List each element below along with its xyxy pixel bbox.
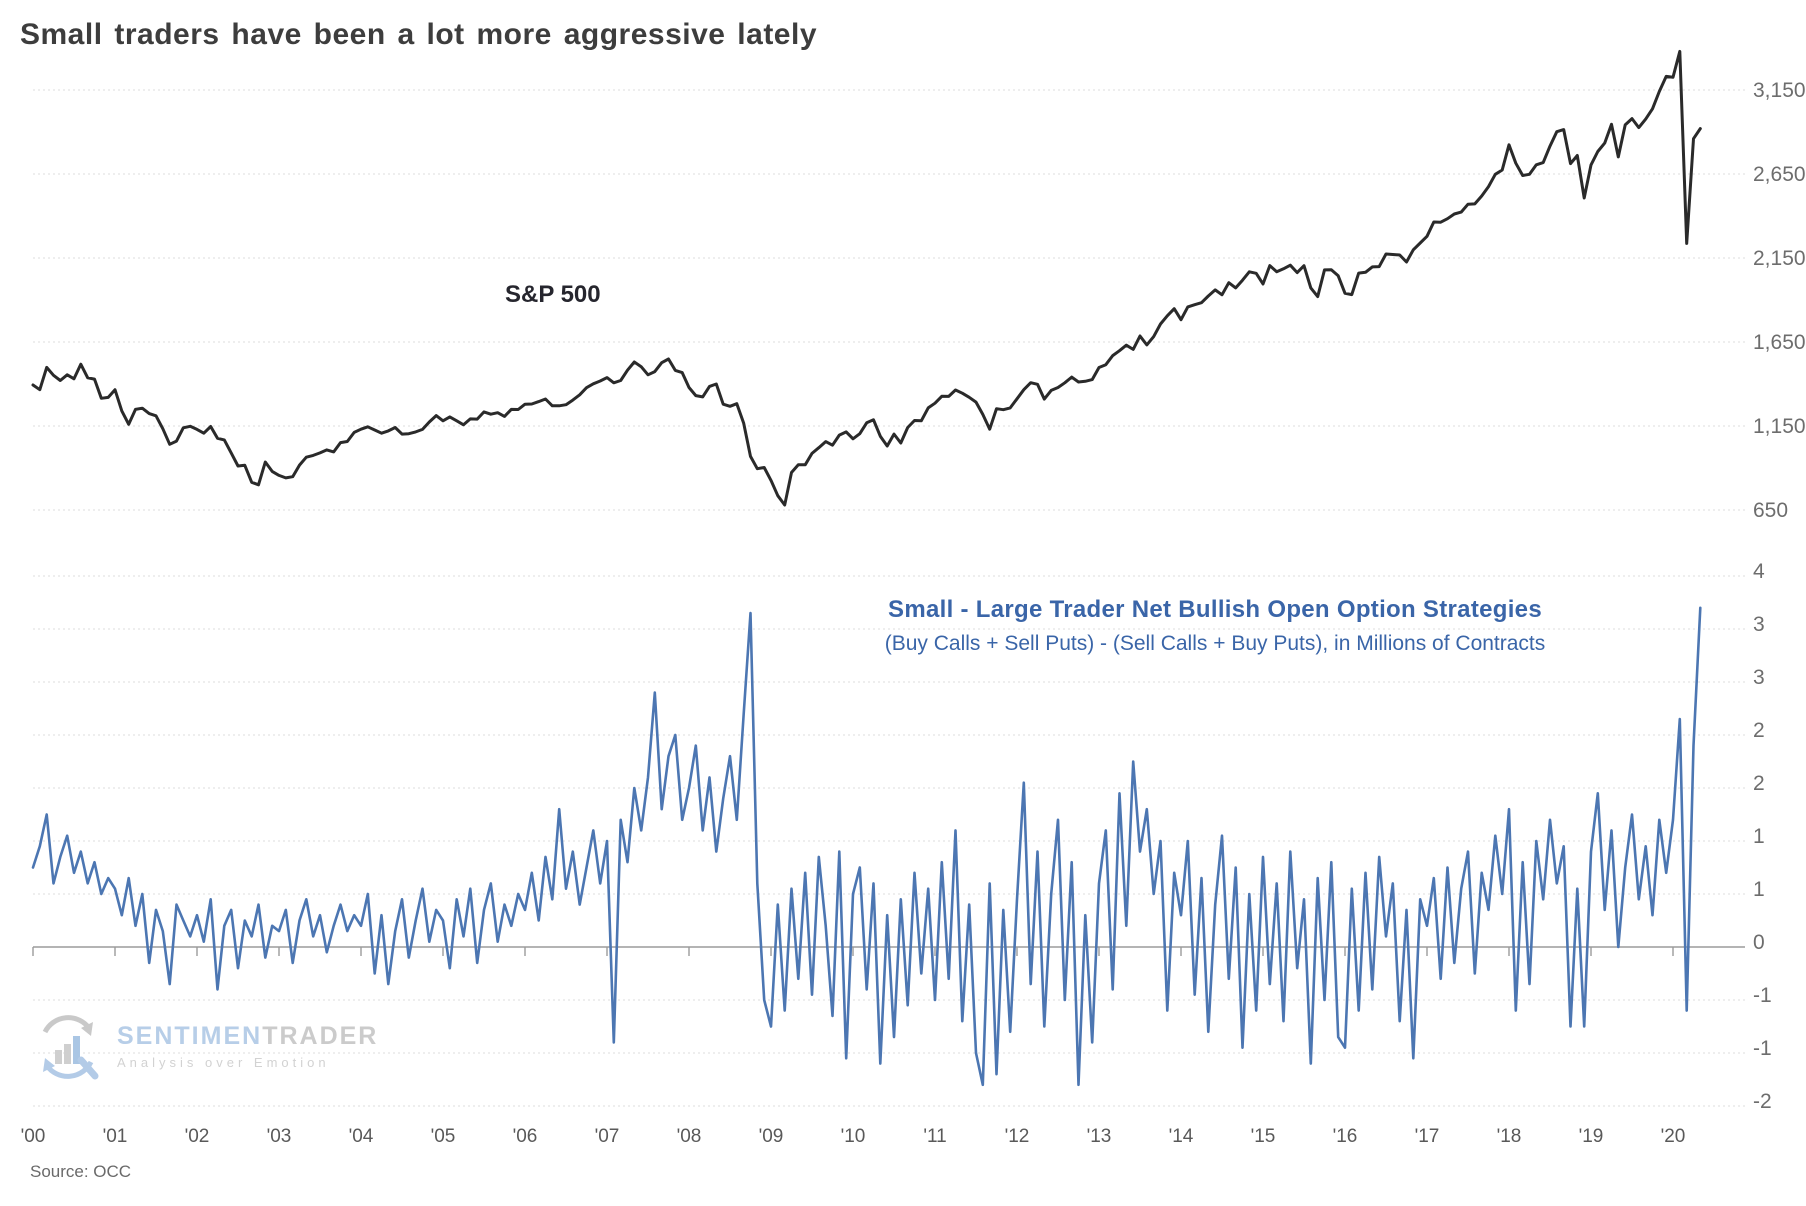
y-axis-tick-label-top: 2,650 — [1753, 163, 1806, 186]
x-axis-tick-label: '16 — [1333, 1126, 1358, 1147]
x-axis-tick-label: '19 — [1579, 1126, 1604, 1147]
x-axis-tick-label: '05 — [431, 1126, 456, 1147]
sp500-series-label: S&P 500 — [505, 281, 601, 308]
x-axis-tick-label: '14 — [1169, 1126, 1194, 1147]
x-axis-tick-label: '06 — [513, 1126, 538, 1147]
source-note: Source: OCC — [30, 1162, 132, 1181]
x-axis-tick-label: '13 — [1087, 1126, 1112, 1147]
y-axis-tick-label-bottom: -2 — [1753, 1090, 1772, 1113]
y-axis-tick-label-top: 1,650 — [1753, 331, 1806, 354]
y-axis-tick-label-top: 2,150 — [1753, 247, 1806, 270]
x-axis-tick-label: '02 — [185, 1126, 210, 1147]
indicator-subtitle: (Buy Calls + Sell Puts) - (Sell Calls + … — [884, 632, 1546, 655]
indicator-title-block: Small - Large Trader Net Bullish Open Op… — [790, 596, 1640, 656]
x-axis-tick-label: '08 — [677, 1126, 702, 1147]
y-axis-tick-label-bottom: 2 — [1753, 772, 1765, 795]
x-axis-tick-label: '17 — [1415, 1126, 1440, 1147]
x-axis-tick-label: '11 — [923, 1126, 946, 1147]
y-axis-tick-label-bottom: 1 — [1753, 878, 1765, 901]
y-axis-tick-label-bottom: 1 — [1753, 825, 1765, 848]
x-axis-tick-label: '03 — [267, 1126, 292, 1147]
x-axis-tick-label: '07 — [595, 1126, 620, 1147]
y-axis-tick-label-bottom: 2 — [1753, 719, 1765, 742]
y-axis-tick-label-bottom: 3 — [1753, 613, 1765, 636]
x-axis-tick-label: '01 — [103, 1126, 128, 1147]
sp500-line — [31, 49, 1702, 507]
indicator-line — [31, 606, 1702, 1087]
x-axis-tick-label: '15 — [1251, 1126, 1276, 1147]
x-axis-tick-label: '12 — [1005, 1126, 1030, 1147]
y-axis-tick-label-bottom: 4 — [1753, 560, 1765, 583]
y-axis-tick-label-bottom: 0 — [1753, 931, 1765, 954]
x-axis-tick-label: '20 — [1661, 1126, 1686, 1147]
x-axis-tick-label: '00 — [21, 1126, 46, 1147]
y-axis-tick-label-top: 1,150 — [1753, 415, 1806, 438]
x-axis-tick-label: '10 — [841, 1126, 866, 1147]
y-axis-tick-label-bottom: -1 — [1753, 1037, 1772, 1060]
x-axis-tick-label: '04 — [349, 1126, 374, 1147]
indicator-title: Small - Large Trader Net Bullish Open Op… — [888, 596, 1542, 623]
y-axis-tick-label-top: 3,150 — [1753, 79, 1806, 102]
page-title: Small traders have been a lot more aggre… — [20, 18, 818, 51]
y-axis-tick-label-bottom: 3 — [1753, 666, 1765, 689]
x-axis-tick-label: '09 — [759, 1126, 784, 1147]
y-axis-tick-label-bottom: -1 — [1753, 984, 1772, 1007]
y-axis-tick-label-top: 650 — [1753, 499, 1788, 522]
x-axis-tick-label: '18 — [1497, 1126, 1522, 1147]
